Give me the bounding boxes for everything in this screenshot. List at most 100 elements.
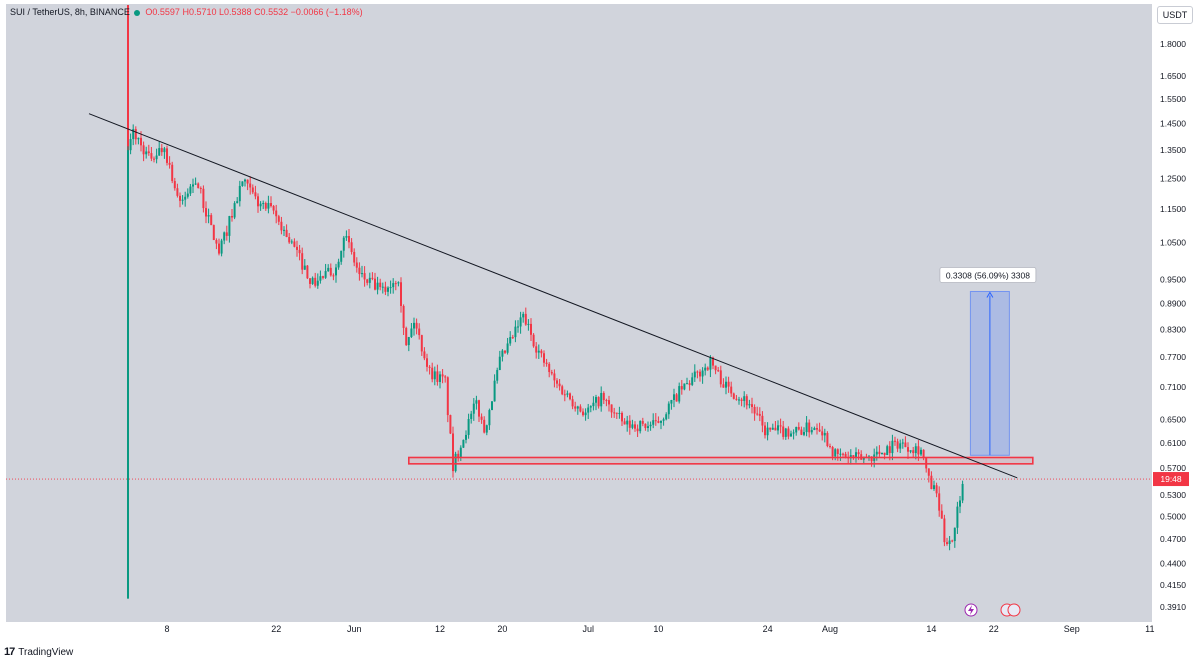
candle-body bbox=[584, 412, 587, 416]
candle-body bbox=[589, 406, 592, 408]
time-tick-label: 8 bbox=[164, 624, 169, 634]
candle-body bbox=[946, 542, 948, 545]
candle-body bbox=[842, 453, 844, 455]
candle-body bbox=[537, 350, 540, 353]
candle-body bbox=[917, 446, 920, 455]
candle-body bbox=[436, 371, 439, 382]
candle-body bbox=[423, 351, 426, 359]
candle-body bbox=[402, 305, 405, 328]
price-tick-label: 0.5700 bbox=[1160, 463, 1186, 473]
candle-body bbox=[285, 229, 288, 237]
candle-body bbox=[615, 412, 618, 414]
descending-trendline[interactable] bbox=[88, 113, 1018, 479]
candle-body bbox=[210, 215, 213, 226]
candle-body bbox=[262, 203, 265, 205]
candle-body bbox=[150, 153, 153, 159]
candle-body bbox=[899, 443, 902, 449]
candle-body bbox=[205, 208, 207, 217]
candle-body bbox=[303, 265, 306, 270]
candle-body bbox=[649, 424, 652, 427]
candle-body bbox=[735, 398, 738, 400]
candle-body bbox=[202, 188, 205, 209]
time-tick-label: Aug bbox=[822, 624, 838, 634]
candle-body bbox=[719, 370, 722, 385]
price-tick-label: 1.4500 bbox=[1160, 119, 1186, 129]
candle-body bbox=[220, 240, 223, 254]
candle-body bbox=[350, 242, 353, 252]
candle-body bbox=[792, 432, 795, 434]
candle-body bbox=[909, 450, 912, 452]
candle-body bbox=[774, 427, 777, 431]
candle-body bbox=[662, 419, 665, 421]
candle-body bbox=[779, 425, 782, 427]
candle-body bbox=[816, 428, 818, 430]
time-tick-label: Sep bbox=[1064, 624, 1080, 634]
candle-body bbox=[714, 365, 717, 371]
candle-body bbox=[831, 447, 834, 457]
price-axis-background[interactable] bbox=[1152, 0, 1200, 640]
candle-body bbox=[709, 357, 712, 370]
candle-body bbox=[184, 196, 187, 200]
candle-body bbox=[743, 396, 746, 401]
candle-body bbox=[576, 406, 579, 409]
candle-body bbox=[602, 392, 605, 401]
tradingview-logo[interactable]: 17 TradingView bbox=[4, 646, 73, 658]
candle-body bbox=[654, 420, 657, 422]
candle-body bbox=[756, 413, 759, 415]
candle-body bbox=[748, 404, 751, 406]
candle-body bbox=[803, 432, 805, 435]
currency-button[interactable]: USDT bbox=[1157, 6, 1193, 24]
candle-body bbox=[535, 346, 538, 353]
candle-body bbox=[540, 350, 543, 354]
candle-body bbox=[829, 446, 831, 448]
close-value: C0.5532 bbox=[254, 7, 289, 17]
candle-body bbox=[740, 399, 743, 401]
candle-body bbox=[405, 327, 408, 346]
candle-body bbox=[813, 428, 816, 431]
candle-body bbox=[186, 193, 189, 197]
candle-body bbox=[246, 179, 249, 184]
candle-body bbox=[626, 420, 629, 425]
candle-body bbox=[605, 400, 608, 402]
candle-body bbox=[857, 452, 860, 455]
candle-body bbox=[257, 196, 259, 207]
plot-area[interactable] bbox=[6, 4, 1152, 622]
candle-body bbox=[478, 400, 480, 417]
candle-body bbox=[290, 241, 293, 243]
candle-body bbox=[384, 286, 387, 292]
price-tick-label: 0.9500 bbox=[1160, 275, 1186, 285]
candle-body bbox=[730, 386, 733, 394]
candle-body bbox=[400, 282, 402, 306]
candle-body bbox=[745, 396, 748, 406]
lightning-glyph-icon bbox=[968, 605, 974, 615]
candle-body bbox=[644, 423, 647, 429]
candle-body bbox=[506, 343, 509, 353]
event-markers[interactable] bbox=[964, 603, 1021, 617]
candle-body bbox=[556, 380, 558, 384]
price-tick-label: 0.4400 bbox=[1160, 558, 1186, 568]
candle-body bbox=[366, 279, 369, 283]
candle-body bbox=[548, 363, 551, 373]
price-tick-label: 0.5000 bbox=[1160, 511, 1186, 521]
price-tick-label: 1.0500 bbox=[1160, 238, 1186, 248]
candle-body bbox=[517, 326, 519, 328]
candle-body bbox=[701, 370, 704, 377]
candle-body bbox=[407, 337, 410, 346]
candle-body bbox=[940, 510, 943, 519]
candle-body bbox=[140, 137, 142, 146]
candle-body bbox=[675, 394, 678, 402]
candle-body bbox=[618, 412, 621, 414]
candle-body bbox=[233, 203, 236, 218]
support-zone[interactable] bbox=[407, 456, 1034, 465]
candle-body bbox=[155, 155, 158, 160]
candle-body bbox=[306, 265, 309, 279]
us-flag-event-icon-2[interactable] bbox=[1007, 603, 1021, 617]
candle-body bbox=[480, 416, 483, 420]
candle-body bbox=[270, 203, 272, 207]
candle-body bbox=[301, 253, 304, 270]
candle-body bbox=[491, 401, 493, 411]
candle-body bbox=[288, 236, 291, 243]
candle-body bbox=[935, 485, 938, 494]
time-tick-label: 24 bbox=[763, 624, 773, 634]
